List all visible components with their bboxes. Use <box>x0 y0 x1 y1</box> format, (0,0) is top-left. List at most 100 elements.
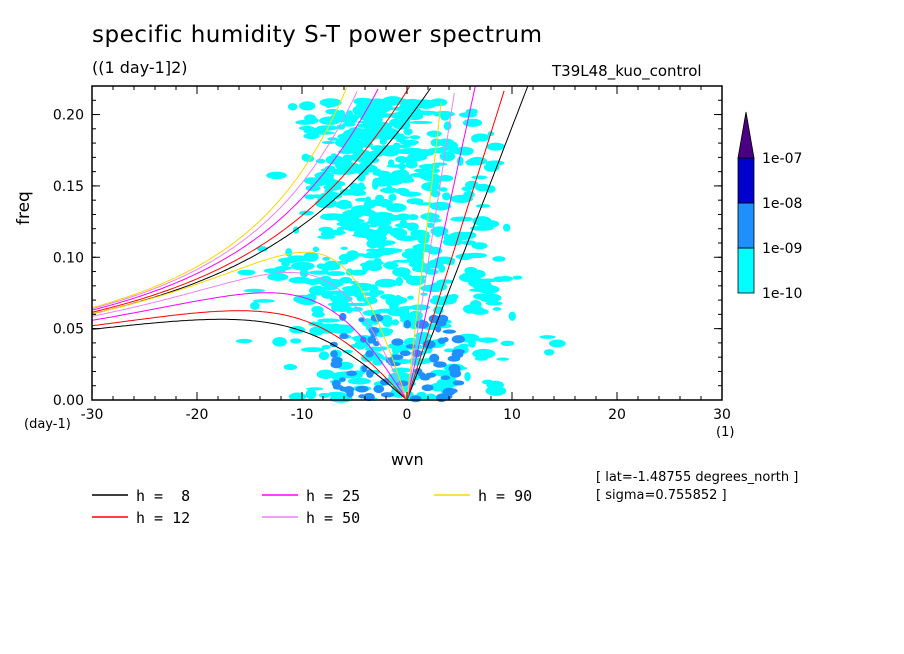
spectrum-cell <box>485 160 505 166</box>
spectrum-cell-high <box>448 364 461 374</box>
spectrum-cell <box>364 168 381 173</box>
spectrum-cell <box>235 338 253 344</box>
spectrum-cell <box>274 265 292 271</box>
y-tick-label: 0.15 <box>53 179 84 195</box>
spectrum-cell-high <box>391 338 404 346</box>
spectrum-cell <box>394 227 405 234</box>
spectrum-cell <box>290 338 302 344</box>
spectrum-cell <box>338 253 356 263</box>
spectrum-cell <box>324 165 336 172</box>
spectrum-cell <box>405 160 418 169</box>
spectrum-cell <box>287 103 298 111</box>
colorbar-label: 1e-10 <box>762 286 802 302</box>
spectrum-cell <box>481 220 500 228</box>
spectrum-cell <box>399 219 408 226</box>
spectrum-cell <box>464 371 471 382</box>
spectrum-cell <box>336 214 359 224</box>
spectrum-cell <box>237 269 256 276</box>
spectrum-cell <box>436 138 455 147</box>
spectrum-cell-high <box>358 317 365 323</box>
spectrum-cell-high <box>447 388 458 394</box>
legend: h = 8 h = 12 h = 25 h = 50 h = 90 <box>92 487 532 527</box>
spectrum-cell <box>406 222 419 232</box>
spectrum-cell <box>327 137 339 141</box>
spectrum-cell-high <box>443 392 452 400</box>
spectrum-cell <box>256 246 268 252</box>
kelvin-curve-h8 <box>406 86 529 401</box>
spectrum-cell <box>382 318 393 328</box>
colorbar-label: 1e-09 <box>762 241 802 257</box>
spectrum-cell <box>345 306 353 314</box>
spectrum-cell <box>398 110 421 114</box>
spectrum-cell-high <box>363 392 375 402</box>
spectrum-cell <box>401 140 418 146</box>
spectrum-cell <box>362 121 375 129</box>
rossby-curve-h90 <box>91 251 408 401</box>
spectrum-cell <box>304 114 317 123</box>
spectrum-cell <box>304 194 317 200</box>
spectrum-cell <box>308 177 327 187</box>
legend-label: h = 8 <box>136 487 190 505</box>
spectrum-cell <box>409 120 433 124</box>
spectrum-cell <box>409 304 431 311</box>
colorbar-segment <box>737 202 755 249</box>
spectrum-cell-high <box>409 395 422 403</box>
spectrum-cell <box>386 184 393 194</box>
spectrum-cell <box>512 275 523 280</box>
spectrum-cell <box>342 223 365 230</box>
spectrum-cell <box>325 108 340 115</box>
spectrum-cell <box>285 248 293 257</box>
spectrum-cell <box>427 259 444 269</box>
spectrum-cell <box>304 278 322 285</box>
spectrum-cell <box>355 197 370 202</box>
x-tick-label: 30 <box>713 407 731 423</box>
spectrum-cell-high <box>355 385 369 393</box>
x-tick-label: -30 <box>81 407 104 423</box>
spectrum-cell <box>366 220 379 225</box>
spectrum-cell <box>298 210 314 216</box>
spectrum-cell <box>494 256 503 261</box>
spectrum-cell <box>395 155 408 163</box>
spectrum-cell <box>400 150 425 154</box>
spectrum-cell <box>388 193 397 201</box>
spectrum-cell <box>347 377 371 385</box>
spectrum-cell <box>299 268 309 278</box>
spectrum-cell <box>319 116 341 126</box>
spectrum-cell <box>372 170 391 177</box>
spectrum-cell <box>418 248 440 253</box>
spectrum-cell <box>485 301 503 306</box>
spectrum-cell <box>372 105 391 113</box>
spectrum-contours <box>235 96 566 403</box>
rossby-curve-h8 <box>91 318 408 401</box>
spectrum-cell <box>406 198 424 205</box>
spectrum-cell <box>426 130 442 138</box>
spectrum-cell <box>496 357 509 361</box>
spectrum-cell <box>443 121 452 131</box>
y-tick-label: 0.10 <box>53 250 84 266</box>
y-axis-unit: (day-1) <box>24 417 71 432</box>
spectrum-cell <box>468 278 491 288</box>
experiment-label: T39L48_kuo_control <box>552 62 702 80</box>
spectrum-cell <box>406 256 415 263</box>
spectrum-cell <box>405 275 426 286</box>
spectrum-cell <box>472 348 496 359</box>
spectrum-cell <box>323 260 340 271</box>
spectrum-cell <box>338 109 346 119</box>
spectrum-cell <box>439 187 448 192</box>
spectrum-cell-high <box>366 369 374 378</box>
spectrum-cell <box>423 174 437 181</box>
spectrum-cell <box>470 269 486 279</box>
spectrum-cell <box>539 335 556 339</box>
spectrum-cell <box>477 337 498 343</box>
spectrum-cell <box>303 132 320 140</box>
spectrum-cell <box>342 154 353 164</box>
spectrum-cell <box>321 344 331 350</box>
spectrum-cell <box>267 273 289 281</box>
x-tick-label: -20 <box>186 407 209 423</box>
spectrum-cell <box>439 151 456 162</box>
mrg-curve-h90 <box>91 87 348 309</box>
spectrum-cell <box>403 128 413 136</box>
spectrum-cell-high <box>367 336 377 344</box>
spectrum-cell <box>316 369 335 379</box>
